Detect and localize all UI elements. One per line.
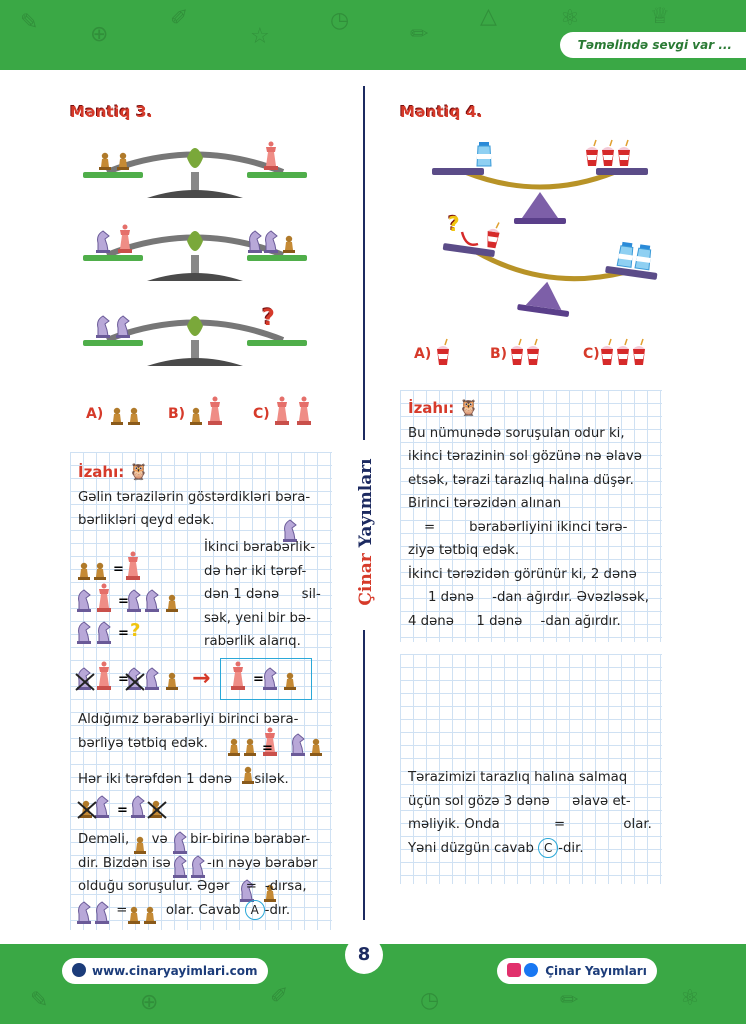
clock-doodle-icon: ◷ — [420, 988, 440, 1013]
globe-doodle-icon: ⊕ — [140, 990, 159, 1015]
instagram-icon — [507, 963, 521, 977]
left-p2: İkinci bərabərlik- də hər iki tərəf- dən… — [204, 540, 321, 649]
option-a-right[interactable]: A) — [414, 346, 432, 362]
header-motto: Təməlində sevgi var ... — [559, 32, 746, 58]
side-label: Çinar Yayımları — [351, 440, 377, 630]
answer-circle: A — [244, 899, 265, 920]
left-p5: Deməli, və bir-birinə bərabər- dir. Bizd… — [78, 832, 318, 920]
triangle-doodle-icon: △ — [480, 4, 497, 29]
option-c-right[interactable]: C) — [583, 346, 600, 362]
trophy-doodle-icon: ♕ — [650, 4, 670, 29]
option-c[interactable]: C) — [253, 406, 270, 422]
page-number: 8 — [345, 936, 383, 974]
book-doodle-icon: ✎ — [30, 988, 49, 1013]
answer-circle-right: C — [538, 837, 559, 858]
website-link[interactable]: www.cinaryayimlari.com — [62, 958, 268, 984]
curved-arrow-icon — [460, 231, 479, 246]
option-a[interactable]: A) — [86, 406, 104, 422]
owl-icon: 🦉 — [458, 398, 479, 417]
right-options-pieces — [436, 338, 646, 366]
result-box — [220, 658, 312, 700]
globe-doodle-icon: ⊕ — [90, 22, 109, 47]
question-mark-small: ? — [130, 620, 141, 641]
option-b-right[interactable]: B) — [490, 346, 508, 362]
right-explanation-panel-1 — [400, 390, 662, 642]
facebook-icon — [524, 963, 538, 977]
left-explanation: İzahı: 🦉 Gəlin tərazilərin göstərdikləri… — [78, 462, 311, 528]
star-doodle-icon: ☆ — [250, 24, 270, 49]
right-question-mark: ? — [448, 212, 460, 236]
scale-4 — [432, 139, 648, 224]
left-title: Məntiq 3. — [70, 103, 153, 121]
header-band: ✎ ⊕ ✐ ☆ ◷ ✏ △ ⚛ ♕ Təməlində sevgi var ..… — [0, 0, 746, 70]
right-conclusion: Tərazimizi tarazlıq halına salmaq üçün s… — [408, 770, 652, 858]
clock-doodle-icon: ◷ — [330, 8, 350, 33]
atom-doodle-icon: ⚛ — [560, 6, 580, 31]
right-explanation-panel-2 — [400, 654, 662, 884]
scale-5 — [436, 220, 662, 328]
question-mark: ? — [262, 306, 276, 331]
left-p3: Aldığımız bərabərliyi birinci bəra- bərl… — [78, 712, 299, 751]
ruler-doodle-icon: ✐ — [270, 984, 289, 1009]
atom-doodle-icon: ⚛ — [680, 986, 700, 1011]
globe-icon — [72, 963, 86, 977]
ruler-doodle-icon: ✐ — [170, 6, 189, 31]
social-brand[interactable]: Çinar Yayımları — [497, 958, 657, 984]
option-b[interactable]: B) — [168, 406, 186, 422]
pencil-doodle-icon: ✏ — [560, 988, 579, 1013]
right-title: Məntiq 4. — [400, 103, 483, 121]
right-explanation: İzahı: 🦉 Bu nümunədə soruşulan odur ki, … — [408, 398, 649, 629]
owl-icon: 🦉 — [128, 462, 149, 481]
arrow-right-icon: → — [192, 666, 211, 691]
book-doodle-icon: ✎ — [20, 10, 39, 35]
pencil-doodle-icon: ✏ — [410, 22, 429, 47]
left-p4: Hər iki tərəfdən 1 dənə silək. — [78, 772, 289, 787]
